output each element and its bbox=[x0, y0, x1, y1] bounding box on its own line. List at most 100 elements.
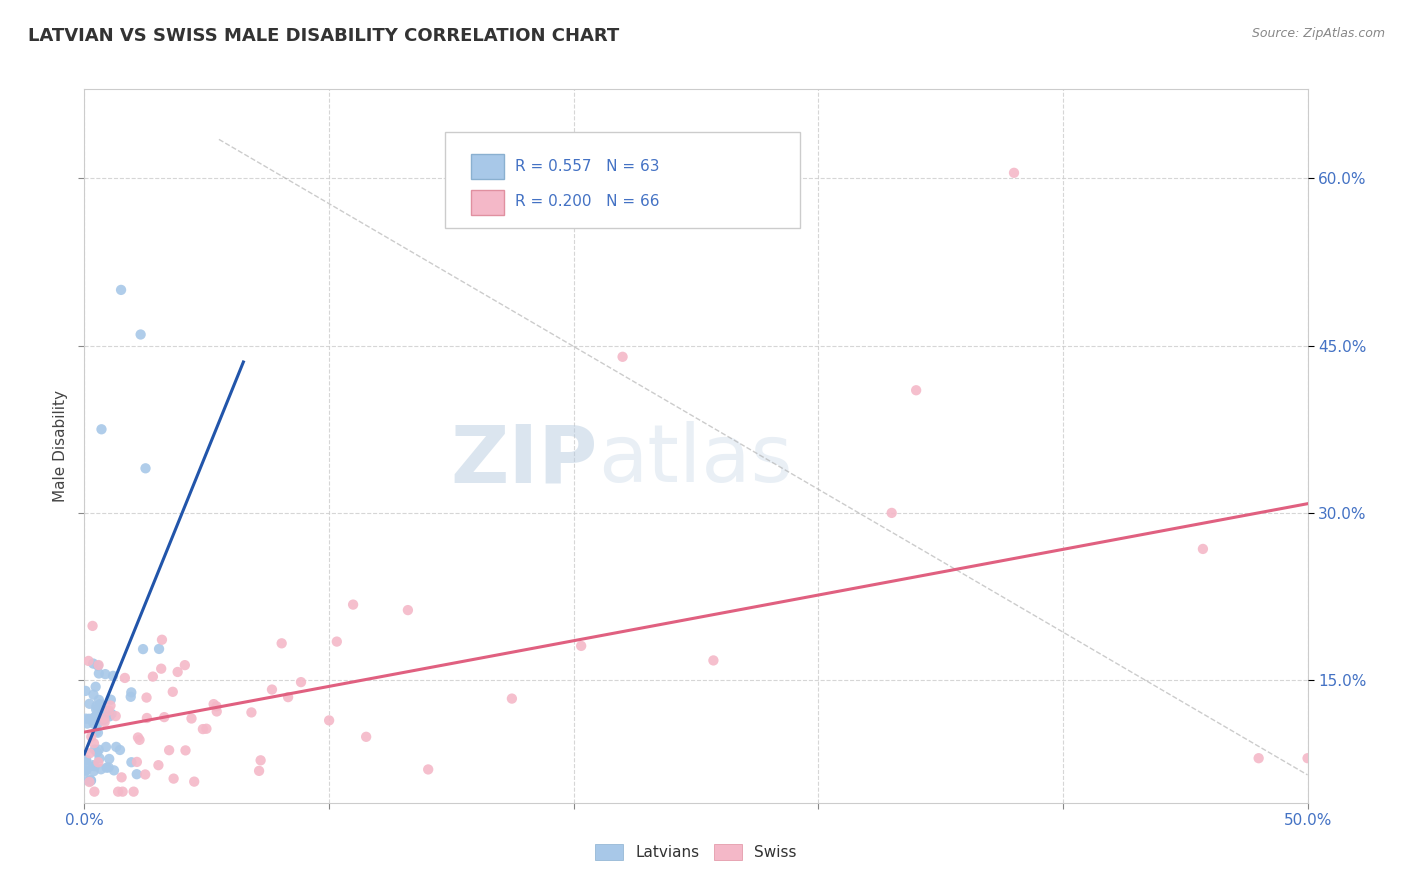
Point bbox=[97, 704, 120, 718]
Point bbox=[1002, 166, 1025, 180]
Point bbox=[202, 697, 225, 711]
Point bbox=[94, 739, 117, 754]
Point bbox=[82, 688, 104, 702]
Legend: Latvians, Swiss: Latvians, Swiss bbox=[589, 838, 803, 866]
Point bbox=[127, 731, 149, 745]
FancyBboxPatch shape bbox=[471, 190, 503, 215]
Point bbox=[249, 753, 271, 767]
Point bbox=[83, 764, 105, 779]
Point bbox=[82, 716, 104, 731]
Point bbox=[905, 384, 928, 398]
Point bbox=[162, 685, 184, 699]
Point bbox=[183, 774, 205, 789]
Point bbox=[104, 709, 127, 723]
Point bbox=[114, 671, 136, 685]
Text: LATVIAN VS SWISS MALE DISABILITY CORRELATION CHART: LATVIAN VS SWISS MALE DISABILITY CORRELA… bbox=[28, 27, 620, 45]
Point bbox=[132, 642, 155, 657]
Point bbox=[87, 658, 110, 673]
Point bbox=[247, 764, 270, 778]
Point bbox=[89, 697, 111, 711]
Point bbox=[96, 761, 118, 775]
Point bbox=[87, 666, 110, 681]
Point bbox=[75, 764, 97, 778]
Point bbox=[83, 742, 105, 756]
Point bbox=[125, 755, 148, 769]
Text: Source: ZipAtlas.com: Source: ZipAtlas.com bbox=[1251, 27, 1385, 40]
Point bbox=[77, 712, 100, 726]
Point bbox=[77, 760, 100, 774]
Point bbox=[880, 506, 903, 520]
Point bbox=[75, 764, 97, 779]
Text: R = 0.557   N = 63: R = 0.557 N = 63 bbox=[515, 159, 659, 174]
Point bbox=[105, 739, 128, 754]
Point bbox=[90, 762, 112, 776]
Y-axis label: Male Disability: Male Disability bbox=[52, 390, 67, 502]
Point bbox=[111, 785, 134, 799]
Point bbox=[93, 711, 115, 725]
Point bbox=[80, 773, 103, 788]
Point bbox=[396, 603, 419, 617]
Point bbox=[110, 770, 132, 784]
Point bbox=[94, 667, 117, 681]
Point bbox=[342, 598, 364, 612]
Point bbox=[162, 772, 184, 786]
Point bbox=[135, 711, 157, 725]
Point bbox=[75, 753, 97, 767]
Point bbox=[153, 710, 176, 724]
Point bbox=[195, 722, 218, 736]
Point bbox=[122, 785, 145, 799]
Point bbox=[89, 751, 111, 765]
Point bbox=[157, 743, 180, 757]
Point bbox=[83, 736, 105, 750]
Point bbox=[75, 753, 97, 767]
Point bbox=[82, 758, 104, 772]
Point bbox=[83, 759, 105, 773]
Text: R = 0.200   N = 66: R = 0.200 N = 66 bbox=[515, 194, 659, 210]
Point bbox=[277, 690, 299, 705]
Point bbox=[76, 716, 98, 731]
Point bbox=[418, 763, 440, 777]
Point bbox=[98, 752, 121, 766]
Point bbox=[107, 785, 129, 799]
Point bbox=[120, 685, 142, 699]
Point bbox=[150, 632, 173, 647]
Point bbox=[77, 773, 100, 788]
Point bbox=[108, 743, 131, 757]
Point bbox=[148, 642, 170, 657]
Point bbox=[87, 742, 110, 756]
Point bbox=[79, 697, 101, 711]
Point bbox=[134, 767, 156, 781]
Point bbox=[612, 350, 634, 364]
Point bbox=[205, 705, 228, 719]
Point bbox=[148, 758, 170, 772]
Point bbox=[290, 675, 312, 690]
Point bbox=[75, 684, 97, 698]
Point bbox=[86, 716, 108, 731]
Point bbox=[84, 702, 107, 716]
Point bbox=[75, 712, 97, 726]
Point bbox=[120, 756, 142, 770]
Point bbox=[103, 764, 125, 778]
Point bbox=[100, 698, 122, 713]
Point bbox=[702, 653, 724, 667]
Point bbox=[142, 670, 165, 684]
Point bbox=[240, 706, 263, 720]
Text: ZIP: ZIP bbox=[451, 421, 598, 500]
Point bbox=[1247, 751, 1270, 765]
Point bbox=[93, 713, 115, 727]
Point bbox=[87, 725, 110, 739]
Point bbox=[77, 654, 100, 668]
Point bbox=[86, 708, 108, 723]
Point bbox=[79, 746, 101, 760]
Point bbox=[93, 715, 115, 730]
Point bbox=[87, 658, 110, 673]
Point bbox=[150, 662, 173, 676]
Point bbox=[260, 682, 283, 697]
Point bbox=[82, 657, 104, 671]
Point bbox=[354, 730, 377, 744]
Point bbox=[110, 283, 132, 297]
Point bbox=[80, 730, 103, 744]
Point bbox=[86, 745, 108, 759]
Point bbox=[501, 691, 523, 706]
Point bbox=[166, 665, 188, 679]
